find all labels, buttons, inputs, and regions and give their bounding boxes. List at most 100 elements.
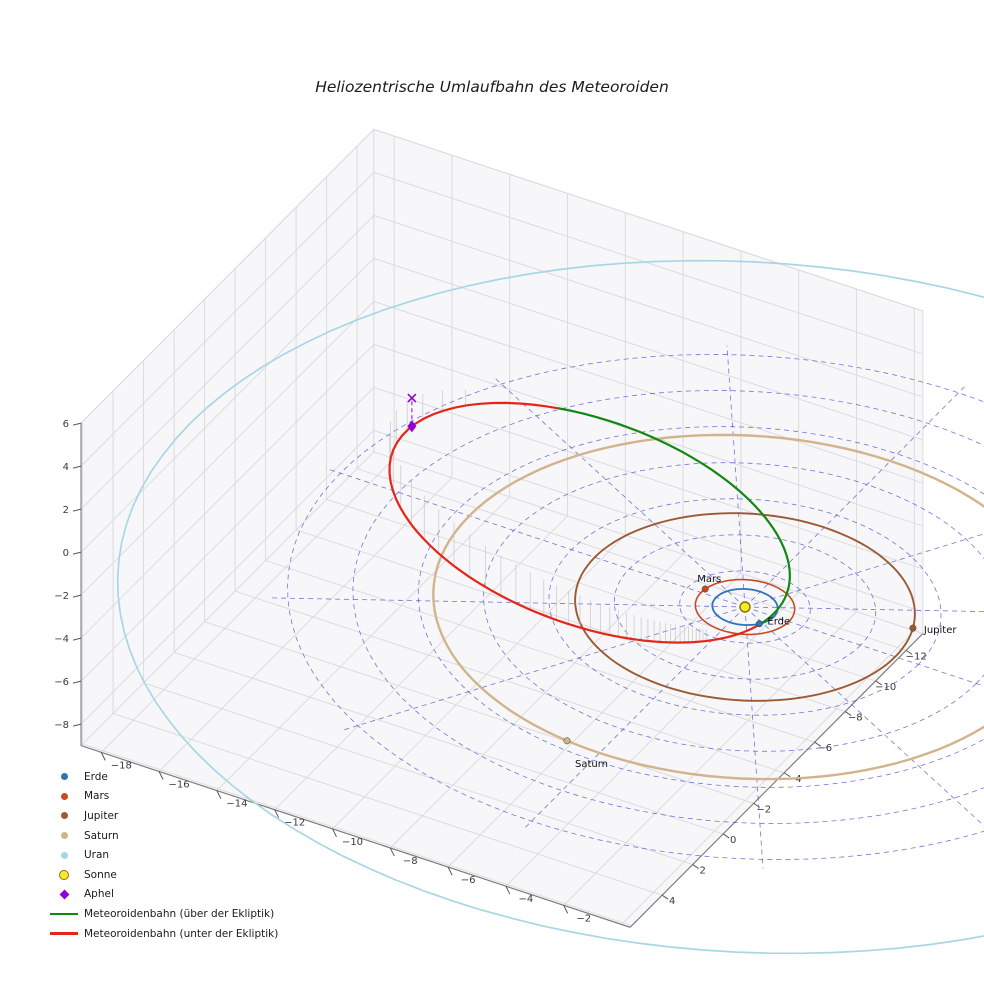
legend-marker-cell — [48, 851, 80, 859]
body-markers: Erde Mars Jupiter Saturn — [563, 574, 957, 770]
planet-marker-saturn — [563, 737, 571, 745]
x-tick-label: −12 — [284, 818, 305, 829]
x-tick-label: −10 — [342, 837, 363, 848]
planet-orbit-saturn — [432, 433, 984, 781]
z-tick-label: 4 — [63, 462, 69, 473]
y-tick-label: 4 — [669, 896, 675, 907]
ecliptic-ring — [417, 426, 984, 788]
y-tick-label: −6 — [817, 743, 832, 754]
ecliptic-ray — [271, 597, 746, 608]
ecliptic-ray — [744, 606, 984, 687]
y-tick-label: −2 — [756, 804, 771, 815]
chart-title: Heliozentrische Umlaufbahn des Meteoroid… — [315, 78, 669, 96]
sun-marker — [739, 601, 751, 613]
x-tick-label: −16 — [169, 780, 190, 791]
aphel-projection-x-marker — [407, 393, 417, 403]
planet-label-saturn: Saturn — [575, 759, 608, 770]
meteoroid-orbit-below-ecliptic — [388, 401, 762, 644]
planet-marker-jupiter — [909, 624, 917, 632]
legend-item: Erde — [48, 767, 278, 787]
z-tick-label: −4 — [54, 634, 69, 645]
y-tick-label: −8 — [848, 713, 863, 724]
planet-label-jupiter: Jupiter — [923, 625, 957, 636]
legend-marker-cell — [48, 869, 80, 880]
z-tick-label: −2 — [54, 591, 69, 602]
axis-edges — [80, 423, 924, 928]
legend-label: Uran — [84, 849, 110, 862]
legend-label: Jupiter — [84, 809, 119, 822]
legend-marker-icon — [60, 773, 68, 781]
planet-orbit-uran — [116, 259, 984, 955]
legend-line-swatch — [50, 912, 78, 916]
legend-marker-icon — [60, 812, 68, 820]
pane-gridlines — [80, 128, 924, 927]
legend-item: Meteoroidenbahn (unter der Ekliptik) — [48, 924, 278, 944]
planet-label-erde: Erde — [767, 617, 790, 628]
ecliptic-ray — [726, 345, 746, 608]
ecliptic-ray — [343, 606, 746, 731]
legend-item: Sonne — [48, 865, 278, 885]
legend-line-swatch — [50, 932, 78, 935]
y-axis-line — [629, 633, 924, 928]
legend-item: Jupiter — [48, 806, 278, 826]
y-tick-label: −12 — [906, 651, 927, 662]
x-tick-label: −18 — [111, 760, 132, 771]
x-tick-label: −2 — [576, 913, 591, 924]
legend-label: Saturn — [84, 829, 119, 842]
x-tick-label: −14 — [226, 799, 247, 810]
ecliptic-ray — [744, 606, 764, 869]
ecliptic-ray — [744, 606, 984, 612]
x-tick-label: −6 — [461, 875, 476, 886]
planet-marker-mars — [701, 585, 709, 593]
legend-label: Meteoroidenbahn (über der Ekliptik) — [84, 907, 275, 920]
x-axis-line — [80, 745, 631, 928]
legend-label: Aphel — [84, 888, 114, 901]
legend-marker-cell — [48, 832, 80, 840]
legend-marker-icon — [59, 889, 69, 900]
legend: Erde Mars Jupiter Saturn Uran Sonne Aphel Meteo… — [48, 767, 278, 943]
planet-orbits — [116, 259, 984, 955]
ecliptic-polar-grid — [271, 345, 984, 869]
planet-orbit-erde — [711, 588, 779, 626]
legend-marker-cell — [48, 932, 80, 935]
legend-label: Mars — [84, 790, 110, 803]
ecliptic-ray — [523, 606, 746, 830]
legend-item: Mars — [48, 787, 278, 807]
legend-marker-cell — [48, 912, 80, 916]
y-tick-label: 0 — [730, 835, 736, 846]
orbit-drop-lines — [389, 389, 707, 643]
legend-item: Aphel — [48, 885, 278, 905]
legend-item: Meteoroidenbahn (über der Ekliptik) — [48, 904, 278, 924]
legend-marker-cell — [48, 773, 80, 781]
planet-marker-erde — [755, 620, 763, 628]
legend-marker-icon — [60, 792, 68, 800]
z-tick-label: −6 — [54, 677, 69, 688]
meteoroid-orbit — [388, 401, 791, 644]
legend-label: Sonne — [84, 868, 117, 881]
ecliptic-ray — [744, 606, 984, 827]
x-tick-label: −8 — [403, 856, 418, 867]
legend-label: Erde — [84, 770, 108, 783]
legend-label: Meteoroidenbahn (unter der Ekliptik) — [84, 927, 279, 940]
legend-item: Saturn — [48, 826, 278, 846]
z-tick-label: 6 — [63, 419, 69, 430]
legend-item: Uran — [48, 845, 278, 865]
z-tick-label: −8 — [54, 720, 69, 731]
legend-marker-cell — [48, 812, 80, 820]
ecliptic-ray — [492, 375, 746, 608]
aphel-diamond-marker — [407, 420, 417, 433]
legend-marker-icon — [59, 869, 69, 880]
legend-marker-cell — [48, 792, 80, 800]
axes-panes — [80, 128, 924, 928]
ecliptic-ray — [744, 384, 967, 608]
ecliptic-ray — [744, 533, 984, 608]
z-tick-label: 0 — [63, 548, 69, 559]
aphel-group — [407, 393, 417, 433]
legend-marker-cell — [48, 889, 80, 900]
z-tick-label: 2 — [63, 505, 69, 516]
legend-marker-icon — [60, 851, 68, 859]
y-tick-label: 2 — [700, 866, 706, 877]
ecliptic-ray — [325, 468, 746, 608]
